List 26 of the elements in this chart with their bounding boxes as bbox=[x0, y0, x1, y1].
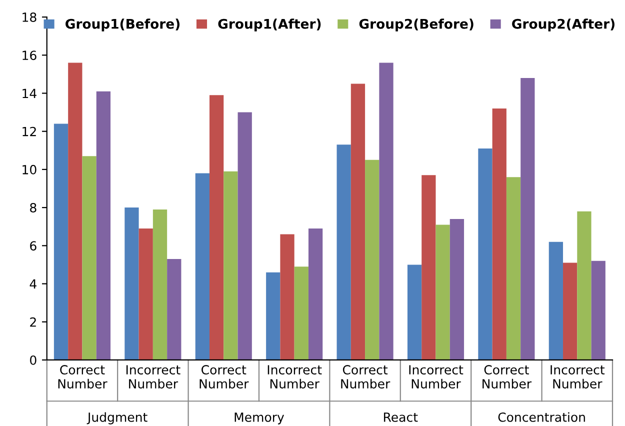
y-tick-label: 2 bbox=[30, 317, 36, 327]
y-tick-label: 6 bbox=[30, 241, 36, 251]
legend-label: Group2(After) bbox=[512, 18, 614, 32]
legend-label: Group2(Before) bbox=[359, 18, 474, 32]
text: React bbox=[384, 412, 418, 422]
y-tick-label: 14 bbox=[22, 88, 36, 98]
x-tick-label: Correct Number bbox=[200, 365, 249, 389]
y-tick-label: 10 bbox=[22, 164, 36, 174]
text: Concentration bbox=[498, 412, 585, 422]
y-tick-label: 18 bbox=[22, 12, 36, 22]
y-tick-label: 8 bbox=[30, 203, 36, 212]
x-tick-label: Correct Number bbox=[341, 365, 390, 389]
legend-label: Group1(Before) bbox=[66, 18, 180, 32]
x-tick-label: Incorrect Number bbox=[126, 365, 180, 389]
y-tick-label: 4 bbox=[30, 279, 36, 289]
legend-label: Group1(After) bbox=[218, 18, 321, 32]
x-tick-label: Incorrect Number bbox=[409, 365, 464, 389]
y-tick-label: 16 bbox=[22, 50, 36, 60]
x-tick-label: Correct Number bbox=[58, 365, 108, 389]
x-tick-label: Correct Number bbox=[482, 365, 532, 389]
text: Memory bbox=[234, 412, 284, 424]
y-tick-label: 0 bbox=[30, 355, 36, 365]
text: Judgment bbox=[86, 412, 148, 424]
x-tick-label: Incorrect Number bbox=[550, 365, 605, 389]
x-tick-label: Incorrect Number bbox=[268, 365, 322, 389]
y-tick-label: 12 bbox=[22, 126, 36, 136]
